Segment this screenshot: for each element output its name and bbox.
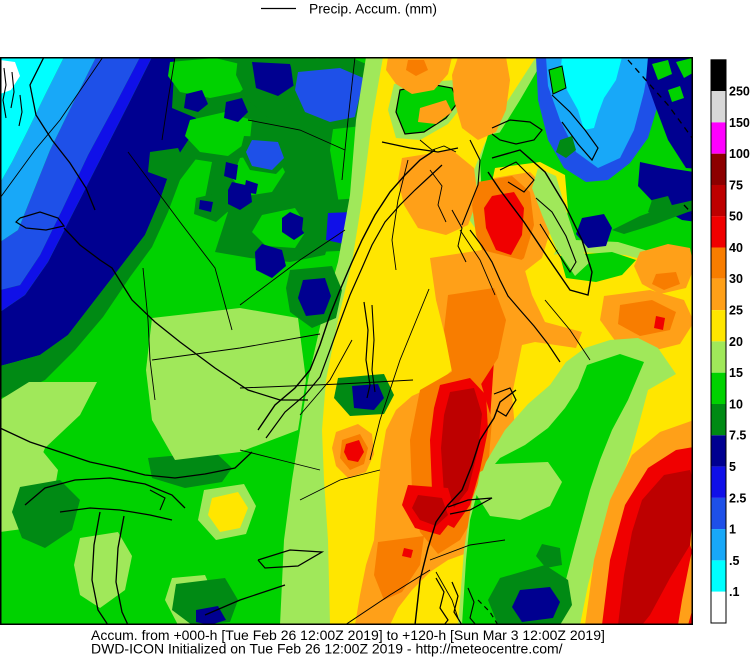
svg-text:.1: .1 xyxy=(729,585,739,599)
svg-text:30: 30 xyxy=(729,272,743,286)
svg-text:40: 40 xyxy=(729,241,743,255)
svg-text:250: 250 xyxy=(729,85,750,99)
svg-text:1: 1 xyxy=(729,523,736,537)
svg-text:.5: .5 xyxy=(729,554,739,568)
svg-text:7.5: 7.5 xyxy=(729,429,746,443)
svg-text:100: 100 xyxy=(729,147,750,161)
svg-text:25: 25 xyxy=(729,304,743,318)
svg-text:50: 50 xyxy=(729,210,743,224)
svg-text:20: 20 xyxy=(729,335,743,349)
svg-text:5: 5 xyxy=(729,460,736,474)
svg-text:Precip. Accum. (mm): Precip. Accum. (mm) xyxy=(309,2,437,17)
svg-text:DWD-ICON Initialized on Tue Fe: DWD-ICON Initialized on Tue Feb 26 12:00… xyxy=(91,641,563,657)
svg-text:Accum. from +000-h [Tue Feb 26: Accum. from +000-h [Tue Feb 26 12:00Z 20… xyxy=(91,627,605,643)
svg-text:2.5: 2.5 xyxy=(729,491,746,505)
svg-text:10: 10 xyxy=(729,397,743,411)
svg-text:15: 15 xyxy=(729,366,743,380)
svg-text:75: 75 xyxy=(729,178,743,192)
svg-text:150: 150 xyxy=(729,116,750,130)
